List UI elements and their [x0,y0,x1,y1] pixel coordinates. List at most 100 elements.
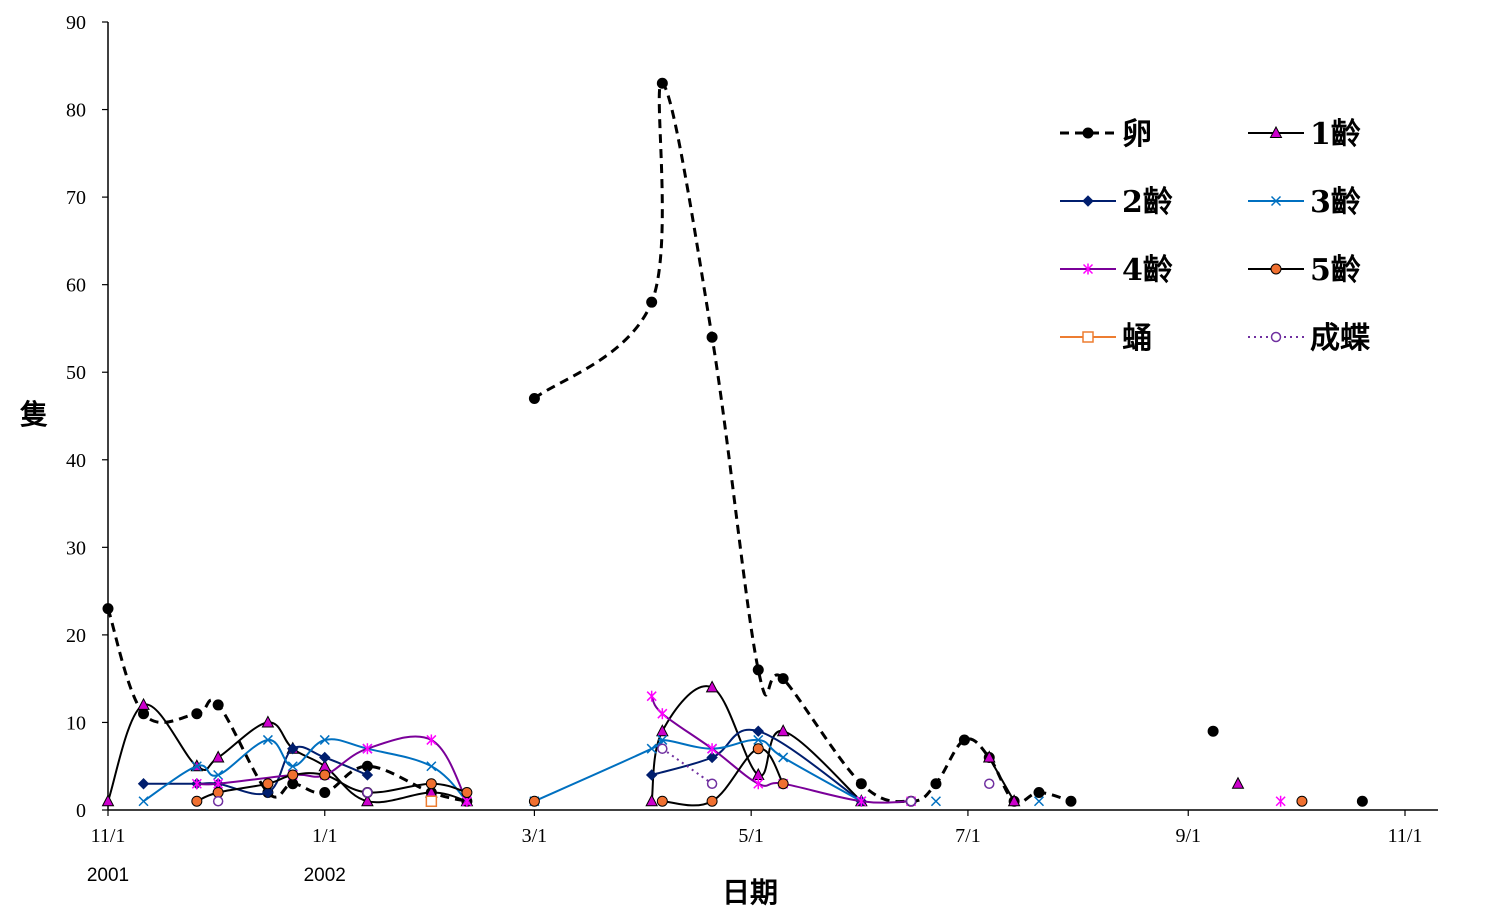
legend-marker [1082,127,1094,139]
legend-label: 卵 [1122,117,1152,152]
x-year-label: 2002 [304,865,346,886]
data-point [752,725,764,737]
y-tick-label: 80 [66,100,86,122]
data-point [982,750,996,763]
y-tick-label: 30 [66,537,86,559]
legend-marker [1270,331,1282,343]
legend-item: 蛹 [1060,321,1152,356]
data-point [191,761,202,772]
data-point [287,743,299,755]
series-line [651,728,862,803]
data-point [855,778,867,790]
data-point [905,795,917,807]
data-point [211,750,225,763]
data-point [319,786,331,798]
data-point [646,296,658,308]
x-ticks: 11/1 2001 1/1 2002 3/1 5/1 7/1 9/1 11/1 [87,810,1422,886]
data-point [707,743,718,755]
data-point [287,761,298,772]
series-line [661,747,713,785]
data-point [191,778,202,790]
legend-marker [1082,331,1094,343]
legend-item: 成蝶 [1248,321,1371,356]
legend-label: 1齡 [1310,117,1361,152]
data-point [645,769,658,781]
y-tick-label: 0 [76,800,86,822]
series-line [107,703,468,804]
legend-marker [1270,195,1282,207]
data-point [362,787,373,798]
series-4 [138,734,1045,807]
legend-label: 蛹 [1122,321,1152,356]
series-line [533,738,862,803]
data-point [983,778,995,789]
data-point [706,778,718,789]
data-point [212,699,224,711]
data-point [777,673,789,685]
data-point [657,708,668,720]
data-point [262,778,274,790]
series-8 [212,743,995,807]
series-7 [425,795,438,807]
data-point [645,794,659,807]
data-point [137,697,150,710]
x-tick-label: 1/1 [312,825,338,847]
data-point [1033,786,1045,798]
y-tick-label: 50 [66,362,86,384]
data-point [528,392,540,404]
y-axis-title: 隻 [20,398,48,431]
legend-item: 卵 [1060,117,1152,152]
data-point [958,734,970,746]
data-point [102,603,114,615]
data-point [646,690,657,702]
data-point [752,743,764,755]
legend-label: 3齡 [1310,185,1361,220]
data-point [261,715,275,728]
data-point [426,761,437,772]
series-line [662,747,785,807]
data-point [646,743,657,754]
x-tick-label: 9/1 [1175,825,1201,847]
data-point [362,743,373,755]
data-point [656,795,668,807]
legend-label: 4齡 [1122,253,1173,288]
series-line [533,81,1072,805]
data-point [213,769,224,781]
legend-marker [1082,195,1094,207]
legend-item: 4齡 [1060,253,1173,288]
legend-item: 1齡 [1248,117,1361,152]
data-point [425,778,437,790]
y-tick-label: 90 [66,12,86,34]
data-point [1356,795,1368,807]
series-1 [102,77,1368,807]
data-point [191,795,203,807]
data-point [361,769,374,781]
data-point [319,751,331,764]
data-point [319,769,331,781]
axes [107,22,1438,811]
y-ticks: 0 10 20 30 40 50 60 70 80 90 [66,12,108,822]
data-point [528,795,540,807]
data-point [101,794,115,807]
x-tick-label: 5/1 [738,825,764,847]
data-point [753,778,764,790]
data-point [657,734,668,745]
legend-label: 2齡 [1122,185,1173,220]
data-point [1207,725,1219,737]
legend-item: 5齡 [1248,253,1361,288]
data-point [137,778,150,790]
x-year-label: 2001 [87,865,129,886]
data-point [753,734,764,745]
series-layer [101,77,1368,807]
legend-marker [1270,263,1282,275]
data-point [777,778,789,790]
data-point [461,786,473,798]
legend: 卵 1齡 2齡 3齡 4齡 5齡蛹 成蝶 [1060,117,1371,356]
data-point [426,734,437,746]
y-tick-label: 70 [66,187,86,209]
legend-item: 3齡 [1248,185,1361,220]
data-point [319,734,330,745]
data-point [425,795,438,807]
series-line [106,608,468,803]
